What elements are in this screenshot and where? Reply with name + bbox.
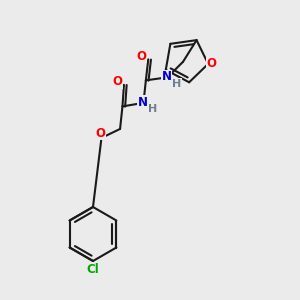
Text: H: H (148, 104, 158, 114)
Text: O: O (137, 50, 147, 63)
Text: O: O (96, 127, 106, 140)
Text: N: N (138, 96, 148, 109)
Text: N: N (162, 70, 172, 83)
Text: O: O (207, 57, 217, 70)
Text: Cl: Cl (87, 263, 99, 276)
Text: H: H (172, 79, 181, 89)
Text: O: O (112, 75, 122, 88)
